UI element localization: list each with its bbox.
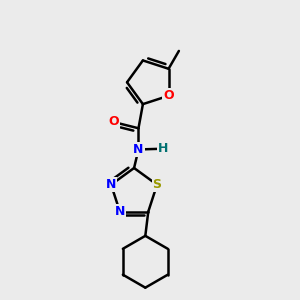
Text: N: N — [133, 143, 144, 156]
Text: S: S — [152, 178, 161, 191]
Text: O: O — [108, 115, 119, 128]
Text: H: H — [158, 142, 169, 155]
Text: O: O — [163, 89, 174, 102]
Text: N: N — [115, 205, 125, 218]
Text: N: N — [106, 178, 116, 191]
